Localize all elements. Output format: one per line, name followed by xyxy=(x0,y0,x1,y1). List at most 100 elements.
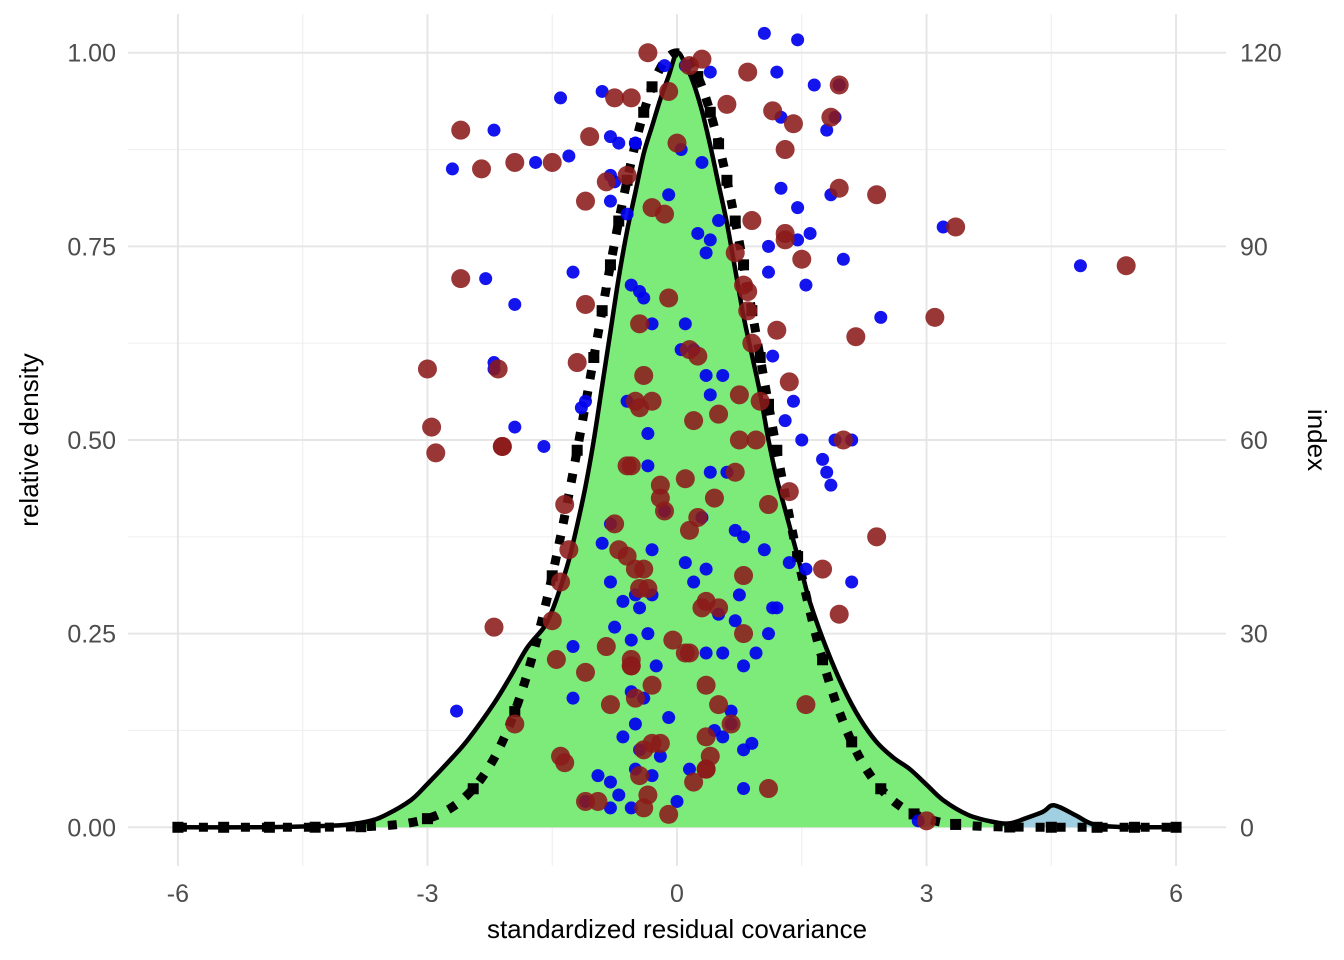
point-large xyxy=(946,217,966,237)
point-small xyxy=(616,730,630,744)
point-small xyxy=(712,214,726,228)
point-large xyxy=(605,88,625,108)
point-small xyxy=(508,420,522,434)
point-large xyxy=(846,327,866,347)
point-small xyxy=(766,349,780,363)
point-small xyxy=(703,465,717,479)
reference-square xyxy=(1004,821,1016,833)
point-large xyxy=(451,120,471,140)
point-small xyxy=(662,188,676,202)
point-large xyxy=(684,411,704,431)
point-small xyxy=(678,556,692,570)
point-large xyxy=(717,94,737,114)
point-small xyxy=(699,646,713,660)
point-small xyxy=(595,84,609,98)
point-large xyxy=(659,81,679,101)
point-large xyxy=(625,559,645,579)
point-large xyxy=(925,307,945,327)
point-small xyxy=(641,627,655,641)
point-large xyxy=(625,688,645,708)
y2-tick-label: 30 xyxy=(1240,621,1268,649)
x-tick-label: -3 xyxy=(416,880,438,908)
scatter-points xyxy=(417,26,1136,831)
point-small xyxy=(699,562,713,576)
reference-square xyxy=(738,259,750,271)
point-large xyxy=(576,191,595,211)
reference-square xyxy=(467,783,479,795)
point-large xyxy=(767,320,787,340)
point-small xyxy=(716,730,730,744)
point-small xyxy=(786,394,800,408)
y-tick-label: 1.00 xyxy=(67,40,116,68)
point-large xyxy=(750,391,770,411)
point-large xyxy=(576,791,595,811)
point-large xyxy=(692,49,712,69)
point-small xyxy=(807,78,821,92)
x-tick-label: 3 xyxy=(920,880,934,908)
point-small xyxy=(799,278,813,292)
point-small xyxy=(678,317,692,331)
point-large xyxy=(688,507,708,527)
point-small xyxy=(824,478,838,492)
point-large xyxy=(709,695,729,715)
point-large xyxy=(734,566,754,586)
point-large xyxy=(917,811,937,831)
point-large xyxy=(775,140,795,160)
point-small xyxy=(579,394,592,408)
y-tick-label: 0.50 xyxy=(67,427,116,455)
point-large xyxy=(596,172,616,192)
point-small xyxy=(645,769,659,783)
point-large xyxy=(783,114,803,134)
point-small xyxy=(450,704,464,718)
point-small xyxy=(749,646,763,660)
point-small xyxy=(820,123,834,137)
reference-square xyxy=(713,138,725,150)
y-tick-label: 0.75 xyxy=(67,233,116,261)
point-large xyxy=(621,656,641,676)
point-small xyxy=(874,310,888,324)
point-small xyxy=(728,614,742,628)
point-small xyxy=(608,620,622,634)
reference-square xyxy=(355,821,367,833)
point-large xyxy=(630,766,650,786)
x-tick-label: -6 xyxy=(167,880,189,908)
point-large xyxy=(655,204,675,224)
point-small xyxy=(774,181,788,195)
point-small xyxy=(816,452,830,466)
point-small xyxy=(716,646,730,660)
point-small xyxy=(737,659,751,673)
point-large xyxy=(779,482,799,502)
density-fill xyxy=(177,52,1006,828)
point-large xyxy=(559,540,579,560)
point-large xyxy=(675,469,695,489)
reference-square xyxy=(613,215,625,227)
point-large xyxy=(580,127,600,147)
point-small xyxy=(762,265,775,279)
point-large xyxy=(675,643,695,663)
reference-square xyxy=(846,736,858,748)
point-small xyxy=(762,239,775,253)
point-large xyxy=(630,578,650,598)
point-large xyxy=(422,417,442,437)
point-large xyxy=(725,243,745,263)
point-small xyxy=(670,794,684,808)
point-large xyxy=(679,340,699,360)
point-large xyxy=(634,740,654,760)
point-large xyxy=(696,727,716,747)
point-small xyxy=(566,640,580,654)
point-small xyxy=(445,162,459,176)
point-large xyxy=(763,101,783,121)
reference-square xyxy=(721,174,733,186)
point-small xyxy=(703,388,717,402)
point-small xyxy=(687,575,701,589)
y2-tick-label: 60 xyxy=(1240,427,1268,455)
point-large xyxy=(746,430,766,450)
point-large xyxy=(867,527,887,547)
point-large xyxy=(775,230,795,250)
point-small xyxy=(603,575,617,589)
point-large xyxy=(833,430,853,450)
point-small xyxy=(699,368,713,382)
point-small xyxy=(616,594,630,608)
point-small xyxy=(628,717,642,731)
point-small xyxy=(479,272,493,286)
